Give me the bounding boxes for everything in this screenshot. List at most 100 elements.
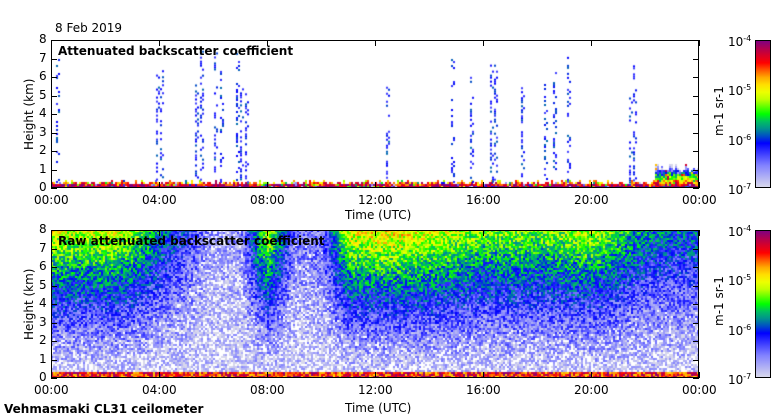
y-tick-mark (693, 341, 699, 342)
instrument-label: Vehmasmaki CL31 ceilometer (4, 402, 204, 416)
y-tick-mark (693, 132, 699, 134)
x-tick-mark (159, 230, 160, 236)
x-tick-mark (591, 372, 592, 378)
y-tick-mark (693, 40, 699, 41)
y-tick-mark (693, 95, 699, 97)
y-tick-mark (693, 77, 699, 78)
y-tick-mark (51, 322, 57, 324)
y-tick-mark (693, 378, 699, 379)
y-tick-label: 5 (39, 87, 47, 102)
x-tick-mark (51, 40, 52, 46)
y-tick-mark (51, 285, 57, 287)
y-axis-label-bottom: Height (km) (22, 268, 36, 340)
y-tick-mark (51, 58, 57, 60)
x-tick-label: 08:00 (250, 193, 285, 207)
y-tick-mark (51, 114, 57, 115)
x-tick-mark (591, 230, 592, 236)
x-tick-label: 00:00 (34, 193, 69, 207)
colorbar-unit-label-bottom: m-1 sr-1 (712, 276, 726, 326)
y-tick-label: 4 (39, 296, 47, 310)
y-tick-mark (693, 267, 699, 268)
x-tick-mark (483, 230, 484, 236)
x-tick-label: 08:00 (250, 383, 285, 397)
y-tick-mark (51, 304, 57, 305)
y-tick-label: 8 (39, 222, 47, 236)
x-tick-label: 16:00 (466, 193, 501, 207)
y-tick-mark (51, 230, 57, 231)
x-tick-mark (51, 372, 52, 378)
raw-backscatter-heatmap (51, 230, 699, 378)
x-tick-mark (267, 182, 268, 188)
x-tick-label: 12:00 (358, 383, 393, 397)
x-tick-mark (375, 40, 376, 46)
x-tick-mark (159, 182, 160, 188)
x-tick-label: 12:00 (358, 193, 393, 207)
y-tick-mark (51, 169, 57, 171)
colorbar-top (755, 40, 771, 188)
x-tick-label: 20:00 (574, 383, 609, 397)
x-tick-label: 00:00 (34, 383, 69, 397)
y-tick-mark (693, 322, 699, 324)
y-tick-label: 6 (39, 69, 47, 83)
x-tick-mark (51, 182, 52, 188)
x-tick-mark (699, 182, 700, 188)
x-tick-mark (483, 182, 484, 188)
colorbar-tick-label: 10-5 (728, 83, 752, 99)
x-tick-mark (375, 182, 376, 188)
x-tick-label: 00:00 (682, 383, 717, 397)
y-tick-label: 6 (39, 259, 47, 273)
x-axis-label-top: Time (UTC) (345, 208, 412, 222)
y-tick-mark (51, 95, 57, 97)
y-tick-mark (693, 114, 699, 115)
y-tick-mark (693, 230, 699, 231)
x-tick-mark (699, 40, 700, 46)
x-tick-mark (699, 372, 700, 378)
y-tick-label: 5 (39, 277, 47, 292)
y-tick-mark (693, 359, 699, 361)
date-label: 8 Feb 2019 (55, 21, 123, 35)
x-tick-mark (483, 372, 484, 378)
y-tick-label: 0 (39, 370, 47, 384)
y-tick-mark (693, 285, 699, 287)
x-tick-mark (699, 230, 700, 236)
y-tick-label: 7 (39, 50, 47, 65)
panel-title-top: Attenuated backscatter coefficient (58, 44, 294, 58)
y-tick-label: 2 (39, 143, 47, 157)
x-tick-label: 16:00 (466, 383, 501, 397)
y-tick-label: 7 (39, 240, 47, 255)
colorbar-tick-label: 10-4 (728, 34, 752, 50)
colorbar-tick-label: 10-7 (728, 182, 752, 197)
y-tick-mark (51, 132, 57, 134)
x-tick-label: 04:00 (142, 193, 177, 207)
y-tick-mark (51, 188, 57, 189)
colorbar-tick-label: 10-6 (728, 322, 752, 338)
x-tick-label: 00:00 (682, 193, 717, 207)
y-axis-label-top: Height (km) (22, 78, 36, 150)
y-tick-mark (51, 267, 57, 268)
y-tick-label: 8 (39, 32, 47, 46)
x-tick-mark (591, 182, 592, 188)
y-tick-mark (693, 151, 699, 152)
backscatter-heatmap (51, 40, 699, 188)
colorbar-unit-label-top: m-1 sr-1 (712, 86, 726, 136)
colorbar-tick-label: 10-4 (728, 224, 752, 240)
x-tick-mark (375, 372, 376, 378)
y-tick-label: 3 (39, 314, 47, 329)
x-axis-label-bottom: Time (UTC) (345, 401, 412, 415)
x-tick-mark (267, 40, 268, 46)
colorbar-tick-label: 10-6 (728, 132, 752, 148)
y-tick-label: 2 (39, 333, 47, 347)
x-tick-label: 20:00 (574, 193, 609, 207)
y-tick-mark (693, 188, 699, 189)
x-tick-mark (267, 230, 268, 236)
y-tick-mark (693, 169, 699, 171)
y-tick-mark (51, 77, 57, 78)
y-tick-mark (51, 359, 57, 361)
y-tick-label: 1 (39, 161, 47, 176)
y-tick-label: 0 (39, 180, 47, 194)
y-tick-mark (693, 304, 699, 305)
y-tick-mark (51, 341, 57, 342)
x-tick-mark (267, 372, 268, 378)
x-tick-label: 04:00 (142, 383, 177, 397)
